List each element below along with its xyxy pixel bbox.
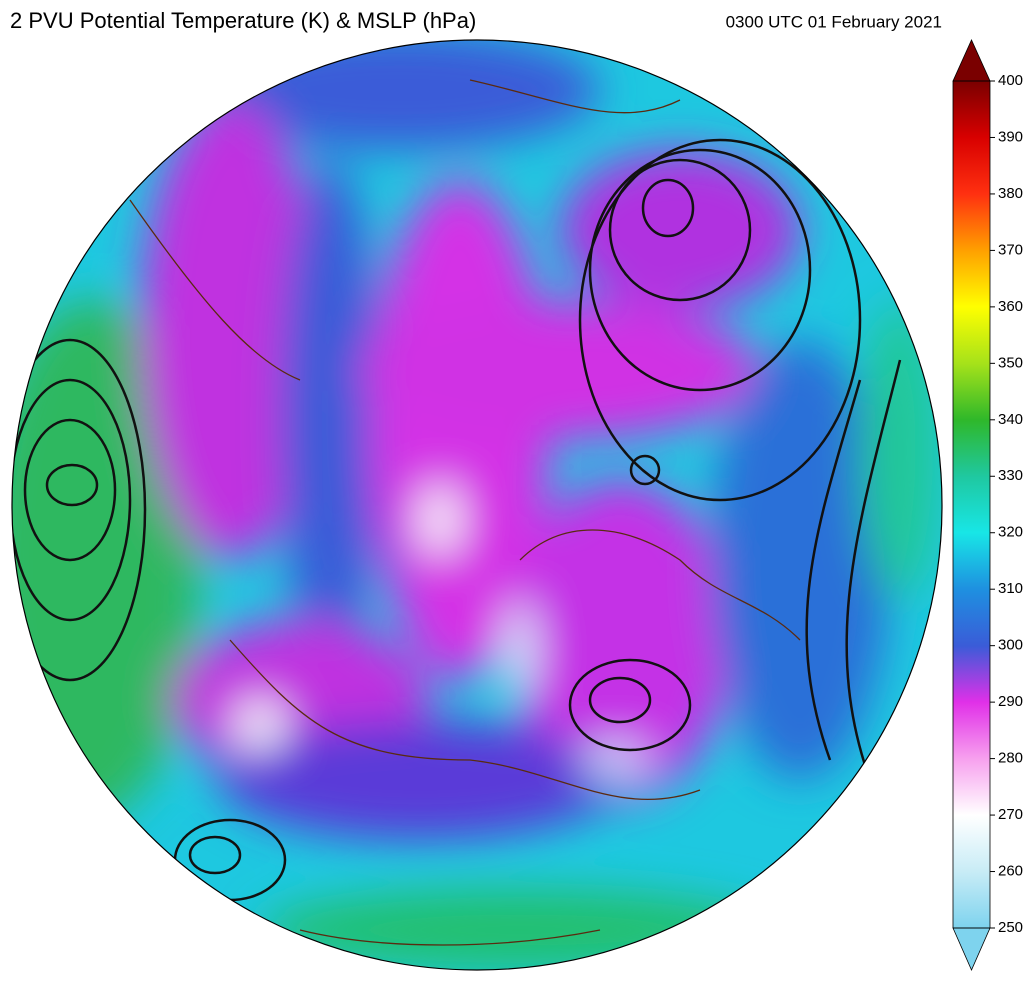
colorbar-tick-label: 400	[998, 72, 1023, 89]
colorbar-tick-label: 310	[998, 580, 1023, 597]
colorbar-extend-min	[952, 927, 991, 971]
colorbar-tick-label: 340	[998, 411, 1023, 428]
map	[12, 40, 942, 970]
colorbar-frame	[952, 80, 991, 929]
title: 2 PVU Potential Temperature (K) & MSLP (…	[10, 8, 476, 33]
colorbar-extend-max	[952, 39, 991, 82]
colorbar-tick-label: 290	[998, 693, 1023, 710]
colorbar-tick-label: 250	[998, 919, 1023, 936]
colorbar-tick-label: 360	[998, 298, 1023, 315]
colorbar: 250 260 270 280 290 300 310 320 330 340 350 360 370 3…	[952, 39, 1023, 971]
colorbar-tick-label: 350	[998, 354, 1023, 371]
colorbar-tick-label: 370	[998, 241, 1023, 258]
colorbar-tick-label: 330	[998, 467, 1023, 484]
colorbar-tick-label: 280	[998, 750, 1023, 767]
colorbar-tick-label: 270	[998, 806, 1023, 823]
colorbar-scale	[953, 81, 990, 928]
colorbar-tick-label: 380	[998, 185, 1023, 202]
timestamp: 0300 UTC 01 February 2021	[726, 12, 942, 31]
colorbar-tick-label: 300	[998, 637, 1023, 654]
colorbar-tick-label: 320	[998, 524, 1023, 541]
colorbar-tick-label: 390	[998, 128, 1023, 145]
colorbar-tick-label: 260	[998, 863, 1023, 880]
globe-outline	[11, 39, 943, 971]
